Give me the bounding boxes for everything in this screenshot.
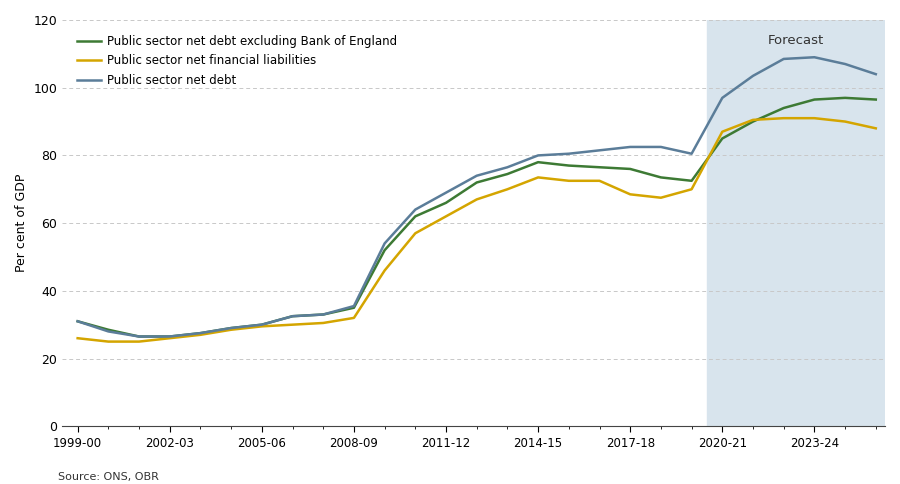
Public sector net debt	[103, 329, 113, 334]
Public sector net debt	[655, 144, 666, 150]
Public sector net financial liabilities	[472, 197, 482, 202]
Public sector net debt excluding Bank of England	[472, 180, 482, 185]
Public sector net debt excluding Bank of England	[778, 105, 789, 111]
Public sector net debt	[256, 322, 267, 328]
Public sector net financial liabilities	[502, 186, 513, 192]
Public sector net debt	[165, 333, 176, 339]
Public sector net financial liabilities	[748, 117, 759, 123]
Public sector net debt excluding Bank of England	[165, 333, 176, 339]
Line: Public sector net debt: Public sector net debt	[77, 57, 876, 336]
Public sector net debt excluding Bank of England	[133, 333, 144, 339]
Public sector net financial liabilities	[348, 315, 359, 321]
Public sector net debt excluding Bank of England	[840, 95, 850, 101]
Public sector net debt excluding Bank of England	[870, 97, 881, 103]
Public sector net debt excluding Bank of England	[103, 327, 113, 333]
Public sector net debt	[133, 333, 144, 339]
Public sector net debt excluding Bank of England	[348, 305, 359, 311]
Text: Forecast: Forecast	[768, 33, 824, 46]
Public sector net debt excluding Bank of England	[502, 171, 513, 177]
Public sector net debt excluding Bank of England	[655, 175, 666, 181]
Public sector net debt	[717, 95, 728, 101]
Public sector net debt	[441, 190, 452, 196]
Public sector net financial liabilities	[809, 115, 820, 121]
Public sector net debt	[226, 325, 237, 331]
Public sector net debt excluding Bank of England	[379, 247, 390, 253]
Public sector net debt excluding Bank of England	[226, 325, 237, 331]
Public sector net debt	[195, 330, 206, 336]
Public sector net debt excluding Bank of England	[594, 165, 605, 170]
Public sector net financial liabilities	[410, 230, 420, 236]
Public sector net financial liabilities	[441, 213, 452, 219]
Public sector net financial liabilities	[195, 332, 206, 338]
Public sector net debt excluding Bank of England	[410, 213, 420, 219]
Public sector net financial liabilities	[133, 339, 144, 345]
Public sector net debt	[625, 144, 635, 150]
Public sector net debt	[809, 54, 820, 60]
Public sector net debt	[594, 148, 605, 153]
Public sector net financial liabilities	[686, 186, 697, 192]
Y-axis label: Per cent of GDP: Per cent of GDP	[15, 174, 28, 272]
Public sector net financial liabilities	[625, 192, 635, 197]
Public sector net financial liabilities	[870, 125, 881, 131]
Public sector net debt excluding Bank of England	[533, 159, 544, 165]
Public sector net debt	[563, 151, 574, 157]
Public sector net debt excluding Bank of England	[318, 312, 328, 318]
Public sector net financial liabilities	[717, 129, 728, 135]
Public sector net financial liabilities	[594, 178, 605, 184]
Public sector net debt excluding Bank of England	[748, 119, 759, 124]
Public sector net debt	[379, 241, 390, 246]
Public sector net debt	[870, 71, 881, 77]
Public sector net debt	[533, 152, 544, 158]
Public sector net debt	[72, 318, 83, 324]
Bar	[707, 20, 885, 426]
Public sector net debt	[840, 61, 850, 67]
Public sector net financial liabilities	[318, 320, 328, 326]
Public sector net financial liabilities	[533, 175, 544, 181]
Public sector net financial liabilities	[287, 322, 298, 328]
Public sector net debt excluding Bank of England	[809, 97, 820, 103]
Public sector net debt	[318, 312, 328, 318]
Legend: Public sector net debt excluding Bank of England, Public sector net financial li: Public sector net debt excluding Bank of…	[72, 30, 401, 91]
Public sector net debt	[472, 173, 482, 179]
Public sector net debt excluding Bank of England	[256, 322, 267, 328]
Public sector net debt	[287, 313, 298, 319]
Public sector net debt	[502, 165, 513, 170]
Text: Source: ONS, OBR: Source: ONS, OBR	[58, 471, 159, 482]
Line: Public sector net financial liabilities: Public sector net financial liabilities	[77, 118, 876, 342]
Public sector net debt	[348, 303, 359, 309]
Public sector net debt	[748, 73, 759, 79]
Public sector net debt	[778, 56, 789, 62]
Public sector net debt excluding Bank of England	[441, 200, 452, 206]
Public sector net financial liabilities	[840, 119, 850, 124]
Public sector net debt excluding Bank of England	[717, 136, 728, 141]
Public sector net financial liabilities	[563, 178, 574, 184]
Public sector net financial liabilities	[165, 335, 176, 341]
Public sector net debt excluding Bank of England	[195, 330, 206, 336]
Public sector net debt	[686, 151, 697, 157]
Public sector net financial liabilities	[778, 115, 789, 121]
Public sector net financial liabilities	[103, 339, 113, 345]
Public sector net debt excluding Bank of England	[72, 318, 83, 324]
Public sector net debt excluding Bank of England	[625, 166, 635, 172]
Public sector net financial liabilities	[379, 268, 390, 273]
Public sector net debt excluding Bank of England	[287, 313, 298, 319]
Public sector net financial liabilities	[256, 323, 267, 329]
Public sector net financial liabilities	[226, 327, 237, 333]
Public sector net debt excluding Bank of England	[563, 163, 574, 168]
Public sector net debt	[410, 207, 420, 212]
Public sector net financial liabilities	[72, 335, 83, 341]
Public sector net debt excluding Bank of England	[686, 178, 697, 184]
Public sector net financial liabilities	[655, 195, 666, 201]
Line: Public sector net debt excluding Bank of England: Public sector net debt excluding Bank of…	[77, 98, 876, 336]
